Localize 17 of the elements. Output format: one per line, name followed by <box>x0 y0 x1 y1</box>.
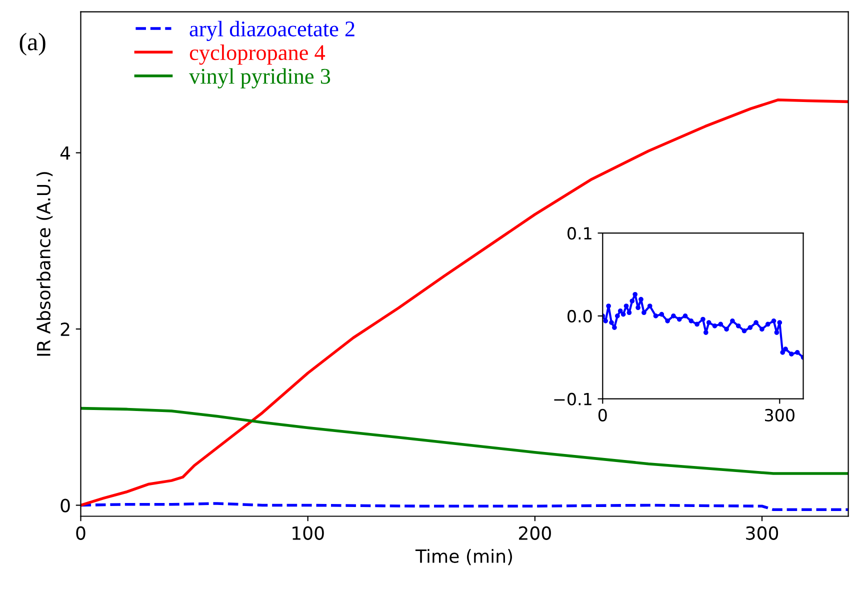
y-tick-label: 0.1 <box>568 227 592 240</box>
x-tick-label: 300 <box>746 526 778 540</box>
legend-label: cyclopropane 4 <box>190 44 326 65</box>
y-tick-label: 0.0 <box>568 310 592 323</box>
y-tick-label: −0.1 <box>554 392 592 406</box>
legend-label: aryl diazoacetate 2 <box>190 20 354 42</box>
text: (a) <box>20 32 46 56</box>
y-axis-title: IR Absorbance (A.U.) <box>36 172 53 356</box>
x-tick-label: 0 <box>76 526 86 540</box>
legend-label: vinyl pyridine 3 <box>189 68 330 88</box>
x-tick-label: 200 <box>519 526 551 540</box>
y-tick-label: 4 <box>60 146 70 160</box>
y-tick-label: 0 <box>60 498 70 512</box>
x-tick-label: 300 <box>765 408 794 422</box>
x-axis-title: Time (min) <box>415 549 512 566</box>
y-tick-label: 2 <box>60 322 70 336</box>
x-tick-label: 100 <box>292 526 324 540</box>
